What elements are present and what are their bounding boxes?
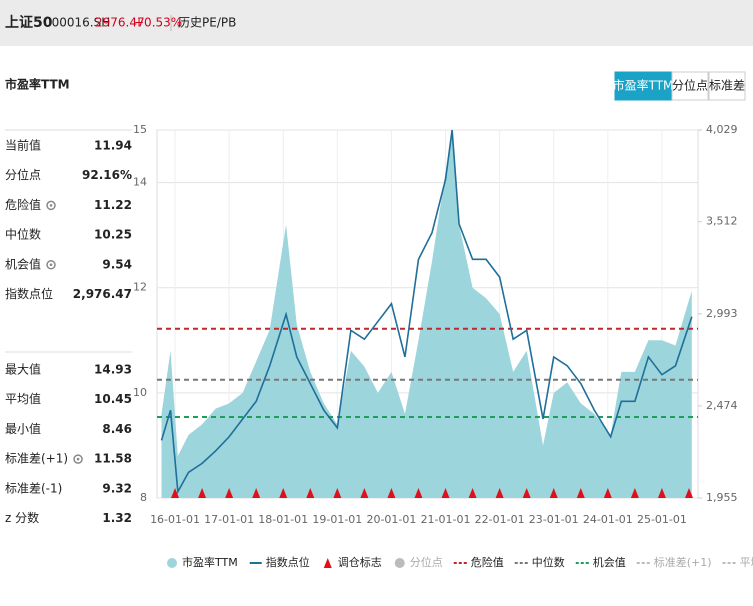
legend-label[interactable]: 机会值 [593,555,626,569]
stat-value: 10.25 [94,228,132,242]
stat-label: z 分数 [5,510,39,525]
pe-area [161,133,692,498]
index-code: 000016.SH [44,16,110,30]
tab[interactable]: 历史PE/PB [178,16,236,30]
rebalance-marker [657,488,666,498]
index-price: 2976.47 [95,16,145,30]
y2-tick-label: 1,955 [706,491,738,504]
legend-swatch[interactable] [323,558,332,568]
rebalance-marker [387,488,396,498]
stat-value: 9.32 [102,481,132,495]
rebalance-marker [279,488,288,498]
stat-value: 92.16% [82,168,132,182]
rebalance-marker [414,488,423,498]
tab-button-label: 标准差 [709,79,745,93]
rebalance-marker [468,488,477,498]
y-tick-label: 15 [133,123,147,136]
rebalance-marker [522,488,531,498]
rebalance-marker [684,488,693,498]
stat-value: 2,976.47 [73,287,132,301]
x-tick-label: 25-01-01 [637,513,687,526]
stat-label: 标准差(+1) [5,452,68,466]
y-tick-label: 14 [133,176,147,189]
y2-tick-label: 2,993 [706,307,738,320]
gear-icon[interactable] [46,260,56,270]
stat-label: 平均值 [5,391,41,406]
rebalance-marker [549,488,558,498]
y2-tick-label: 3,512 [706,215,738,228]
tab-button-label: 市盈率TTM [613,78,674,93]
x-tick-label: 20-01-01 [366,513,416,526]
tab-button[interactable] [708,71,746,101]
gear-icon [49,204,53,207]
legend-label[interactable]: 调仓标志 [338,555,382,569]
legend-swatch[interactable] [167,558,177,568]
rebalance-marker [495,488,504,498]
index-line [160,129,693,495]
x-tick-label: 21-01-01 [421,513,471,526]
rebalance-marker [225,488,234,498]
rebalance-marker [198,488,207,498]
stat-value: 8.46 [102,422,132,436]
rebalance-marker [630,488,639,498]
tab-button-label: 分位点 [672,78,708,93]
stat-label: 危险值 [5,197,41,212]
stat-value: 11.22 [94,198,132,212]
legend-label[interactable]: 危险值 [471,555,504,569]
stat-label: 最大值 [5,362,41,377]
stat-label: 当前值 [5,138,41,153]
legend-label[interactable]: 分位点 [410,555,443,569]
stat-label: 中位数 [5,227,41,242]
y-tick-label: 8 [140,491,147,504]
stat-label: 机会值 [5,256,41,271]
stat-value: 10.45 [94,392,132,406]
gear-icon [76,457,80,461]
rebalance-marker [333,488,342,498]
y-tick-label: 10 [133,386,147,399]
index-change: +0.53% [134,16,182,30]
legend-label[interactable]: 市盈率TTM [182,555,238,569]
stat-value: 1.32 [102,511,132,525]
legend-label[interactable]: 平均值 [740,556,753,569]
legend-label[interactable]: 指数点位 [266,555,310,569]
rebalance-marker [306,488,315,498]
header-bar [0,0,753,46]
legend-label[interactable]: 中位数 [532,555,565,569]
y2-tick-label: 2,474 [706,399,738,412]
stat-value: 11.94 [94,139,132,153]
legend-label[interactable]: 标准差(+1) [654,555,712,569]
gear-icon[interactable] [73,454,83,464]
x-tick-label: 24-01-01 [583,513,633,526]
stat-value: 9.54 [102,257,132,271]
stat-value: 11.58 [94,452,132,466]
rebalance-marker [360,488,369,498]
index-name: 上证50 [5,15,53,31]
panel-title: 市盈率TTM [5,77,70,92]
rebalance-marker [441,488,450,498]
rebalance-marker [576,488,585,498]
stat-label: 最小值 [5,421,41,436]
stat-label: 标准差(-1) [5,481,62,495]
x-tick-label: 16-01-01 [150,513,200,526]
tab-button[interactable] [671,71,709,101]
stat-value: 14.93 [94,363,132,377]
y-tick-label: 12 [133,281,147,294]
stat-label: 指数点位 [5,286,53,301]
gear-icon [49,263,53,267]
y2-tick-label: 4,029 [706,123,738,136]
legend-swatch[interactable] [394,558,405,568]
x-tick-label: 18-01-01 [258,513,308,526]
rebalance-marker [603,488,612,498]
x-tick-label: 19-01-01 [312,513,362,526]
gear-icon[interactable] [46,200,56,211]
rebalance-marker [252,488,261,498]
x-tick-label: 22-01-01 [475,513,525,526]
stat-label: 分位点 [5,167,41,182]
tab-button[interactable] [614,71,672,101]
x-tick-label: 17-01-01 [204,513,254,526]
rebalance-marker [171,488,180,498]
x-tick-label: 23-01-01 [529,513,579,526]
